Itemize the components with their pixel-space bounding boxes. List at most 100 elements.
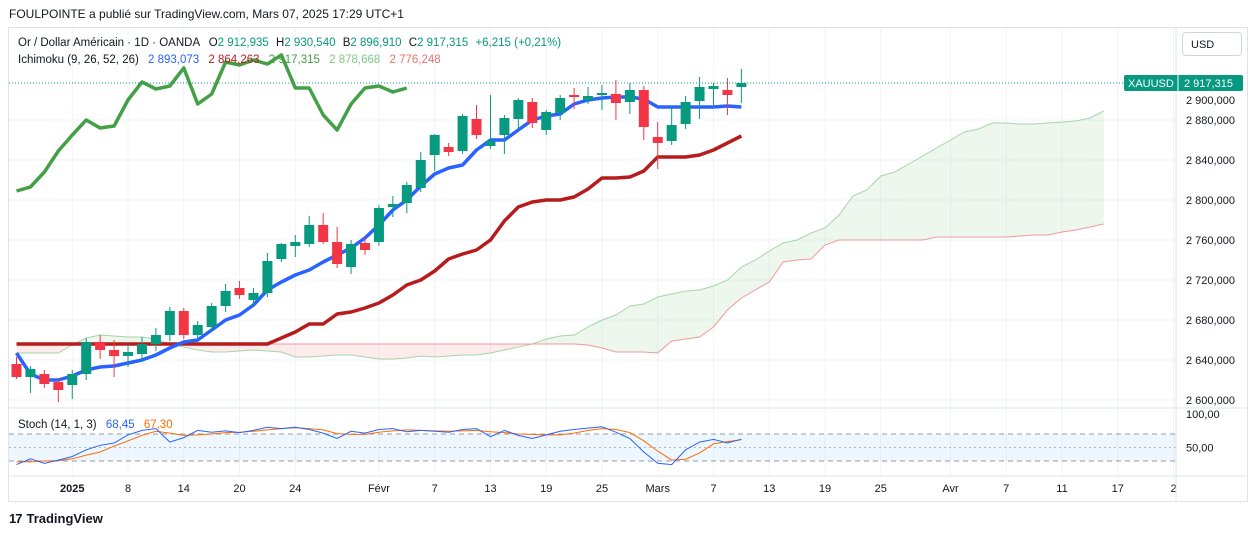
cloud-segment xyxy=(232,344,237,352)
cloud-segment xyxy=(382,344,386,359)
candle-body xyxy=(694,87,705,101)
cloud-segment xyxy=(891,172,895,240)
cloud-segment xyxy=(427,344,432,357)
chikou-line xyxy=(16,53,408,193)
candle-body xyxy=(485,141,496,146)
cloud-segment xyxy=(706,287,711,332)
cloud-segment xyxy=(371,344,376,359)
cloud-segment xyxy=(368,344,372,358)
cloud-segment xyxy=(825,224,829,245)
candle-body xyxy=(736,83,747,87)
cloud-segment xyxy=(960,132,965,237)
y-tick-label: 2 800,000 xyxy=(1186,195,1235,207)
cloud-segment xyxy=(462,344,467,355)
cloud-segment xyxy=(1068,121,1073,231)
candle-body xyxy=(471,119,482,135)
legend-symbol: Or / Dollar Américain · 1D · OANDA xyxy=(18,37,200,49)
cloud-segment xyxy=(445,344,449,357)
cloud-segment xyxy=(622,308,627,352)
cloud-segment xyxy=(974,129,979,237)
cloud-segment xyxy=(689,290,693,339)
chart-frame xyxy=(8,27,1248,502)
cloud-segment xyxy=(1086,118,1090,228)
candle-body xyxy=(708,86,719,89)
currency-button[interactable]: USD xyxy=(1182,32,1242,56)
legend-change: +6,215 (+0,21%) xyxy=(475,37,561,49)
stoch-k-line xyxy=(16,426,742,466)
cloud-segment xyxy=(26,344,31,353)
cloud-segment xyxy=(107,335,111,344)
candle-body xyxy=(680,102,691,124)
candle-body xyxy=(109,350,120,356)
cloud-segment xyxy=(486,344,491,354)
ichimoku-tenkan-value: 2 893,073 xyxy=(148,54,199,66)
cloud-segment xyxy=(44,344,48,353)
cloud-segment xyxy=(772,247,777,277)
x-tick-label: 8 xyxy=(125,483,131,495)
cloud-segment xyxy=(23,344,27,353)
x-tick-label: 7 xyxy=(710,483,716,495)
cloud-segment xyxy=(574,333,578,345)
cloud-segment xyxy=(748,261,752,294)
cloud-segment xyxy=(30,344,34,353)
cloud-segment xyxy=(710,286,714,330)
cloud-segment xyxy=(727,276,731,310)
cloud-segment xyxy=(1055,122,1059,234)
candle-body xyxy=(81,342,92,374)
cloud-segment xyxy=(758,255,763,288)
cloud-segment xyxy=(783,242,787,262)
cloud-segment xyxy=(375,344,379,359)
stoch-d-value: 67,30 xyxy=(144,419,173,431)
cloud-segment xyxy=(93,335,97,344)
cloud-segment xyxy=(1051,122,1056,235)
cloud-segment xyxy=(16,344,20,353)
cloud-segment xyxy=(940,144,944,237)
cloud-segment xyxy=(417,344,421,357)
stoch-k-value: 68,45 xyxy=(106,419,135,431)
cloud-segment xyxy=(814,230,819,256)
cloud-segment xyxy=(288,344,292,356)
candle-body xyxy=(569,95,580,97)
x-tick-label: 7 xyxy=(432,483,438,495)
candle-body xyxy=(290,242,301,246)
cloud-segment xyxy=(668,294,672,344)
candle-body xyxy=(541,112,552,130)
cloud-segment xyxy=(790,240,794,261)
x-tick-label: 11 xyxy=(1056,483,1067,495)
cloud-segment xyxy=(971,129,975,237)
cloud-segment xyxy=(831,218,836,243)
cloud-segment xyxy=(640,304,644,352)
cloud-segment xyxy=(880,175,885,240)
cloud-segment xyxy=(588,325,592,346)
stoch-band-fill xyxy=(9,434,1176,461)
cloud-segment xyxy=(797,238,801,260)
candle-body xyxy=(192,325,203,335)
legend-c-value: 2 917,315 xyxy=(417,37,468,49)
cloud-segment xyxy=(469,344,474,355)
candle-body xyxy=(276,244,287,259)
y-tick-label: 2 720,000 xyxy=(1186,275,1235,287)
cloud-segment xyxy=(804,234,808,260)
cloud-segment xyxy=(1023,124,1028,236)
cloud-segment xyxy=(319,344,324,357)
stoch-d-line xyxy=(16,427,742,463)
candle-body xyxy=(234,288,245,295)
cloud-segment xyxy=(365,344,369,358)
cloud-segment xyxy=(800,236,805,260)
cloud-segment xyxy=(978,127,982,237)
cloud-segment xyxy=(650,298,655,353)
cloud-segment xyxy=(1089,116,1094,227)
cloud-segment xyxy=(908,162,913,240)
cloud-segment xyxy=(741,265,745,298)
cloud-segment xyxy=(887,173,892,240)
candle-body xyxy=(248,293,259,300)
candle-body xyxy=(220,291,231,306)
cloud-segment xyxy=(992,123,996,237)
y-tick-label: 2 900,000 xyxy=(1186,95,1235,107)
cloud-segment xyxy=(344,344,348,355)
cloud-segment xyxy=(1058,122,1062,233)
x-tick-label: 19 xyxy=(540,483,552,495)
cloud-segment xyxy=(629,305,634,352)
cloud-segment xyxy=(716,283,721,323)
